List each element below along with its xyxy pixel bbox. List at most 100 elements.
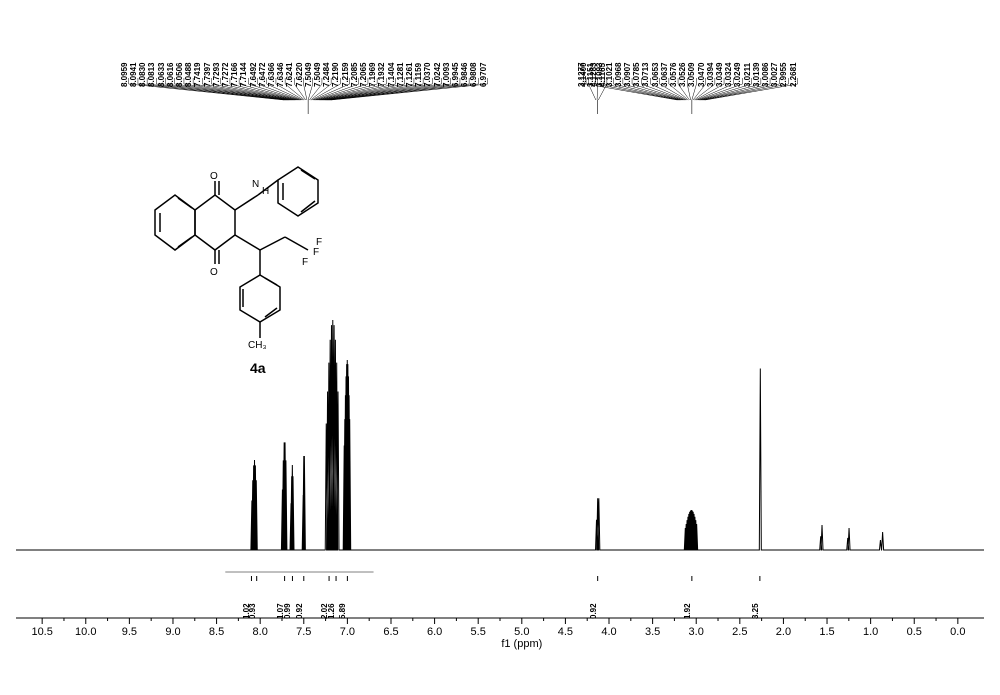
peak-label: 6.9846: [460, 63, 469, 87]
x-tick-label: 3.5: [645, 626, 660, 638]
svg-text:H: H: [262, 186, 269, 197]
peak-label: 3.0576: [669, 63, 678, 87]
peak-label: 7.6366: [267, 63, 276, 87]
peak-label: 8.0633: [157, 63, 166, 87]
x-tick-label: 10.5: [31, 626, 52, 638]
peak-label: 7.2085: [350, 63, 359, 87]
peak-label: 8.0813: [147, 63, 156, 87]
peak-label: 3.0637: [660, 63, 669, 87]
peak-label: 7.1932: [377, 63, 386, 87]
x-tick-label: 4.5: [558, 626, 573, 638]
x-tick-label: 5.0: [514, 626, 529, 638]
peak-label: 6.9808: [469, 63, 478, 87]
peak-label: 7.2190: [331, 63, 340, 87]
peak-label: 7.7144: [239, 63, 248, 87]
peak-label: 2.2681: [789, 63, 798, 87]
peak-label: 3.0526: [678, 63, 687, 87]
peak-label: 7.7419: [193, 63, 202, 87]
peak-label: 6.9945: [451, 63, 460, 87]
x-tick-label: 7.5: [296, 626, 311, 638]
x-tick-label: 5.5: [471, 626, 486, 638]
peak-label: 7.6346: [276, 63, 285, 87]
integral-label: 3.25: [751, 603, 760, 619]
peak-label: 3.0211: [743, 63, 752, 87]
peak-label: 7.0370: [423, 63, 432, 87]
peak-label: 8.0959: [120, 63, 129, 87]
x-tick-label: 9.0: [165, 626, 180, 638]
peak-label: 3.0713: [641, 63, 650, 87]
peak-label: 6.9707: [479, 63, 488, 87]
peak-label: 3.1151: [586, 63, 595, 87]
integral-label: 0.99: [283, 603, 292, 619]
x-tick-label: 0.0: [950, 626, 965, 638]
peak-label: 8.0830: [138, 63, 147, 87]
peak-label: 3.0394: [706, 63, 715, 87]
x-tick-label: 10.0: [75, 626, 96, 638]
peak-label: 7.2484: [322, 63, 331, 87]
peak-label: 7.0093: [442, 63, 451, 87]
peak-label: 3.0470: [697, 63, 706, 87]
peak-label: 8.0488: [184, 63, 193, 87]
integral-label: 1.92: [683, 603, 692, 619]
x-tick-label: 1.0: [863, 626, 878, 638]
peak-label: 3.1093: [595, 63, 604, 87]
peak-label: 3.1277: [577, 63, 586, 87]
peak-label: 2.9955: [779, 63, 788, 87]
x-tick-label: 9.5: [122, 626, 137, 638]
integral-label: 0.92: [589, 603, 598, 619]
svg-text:CH₃: CH₃: [248, 340, 267, 351]
peak-label: 8.0616: [166, 63, 175, 87]
peak-label: 7.7166: [230, 63, 239, 87]
x-tick-label: 6.5: [383, 626, 398, 638]
peak-label: 7.1159: [414, 63, 423, 87]
x-tick-label: 1.5: [819, 626, 834, 638]
x-tick-label: 7.0: [340, 626, 355, 638]
peak-label: 7.7272: [221, 63, 230, 87]
peak-label: 7.1404: [387, 63, 396, 87]
integral-label: 5.89: [338, 603, 347, 619]
peak-label: 3.0785: [632, 63, 641, 87]
svg-text:F: F: [316, 237, 322, 248]
x-tick-label: 3.0: [689, 626, 704, 638]
peak-label: 3.0324: [724, 63, 733, 87]
peak-label: 3.0968: [614, 63, 623, 87]
peak-label: 7.2065: [359, 63, 368, 87]
peak-label: 7.5049: [304, 63, 313, 87]
svg-text:F: F: [313, 247, 319, 258]
nmr-spectrum-figure: O O N H F F F CH₃ 4a f1 (ppm) 10.5 10.0 9.…: [0, 0, 1000, 695]
integral-label: 0.92: [295, 603, 304, 619]
peak-label: 7.1281: [396, 63, 405, 87]
x-tick-label: 8.5: [209, 626, 224, 638]
chemical-structure: O O N H F F F CH₃: [120, 95, 380, 360]
x-axis-label: f1 (ppm): [501, 638, 542, 650]
peak-label: 3.0653: [651, 63, 660, 87]
peak-label: 8.0506: [175, 63, 184, 87]
peak-label: 7.5049: [313, 63, 322, 87]
peak-label: 3.0349: [715, 63, 724, 87]
peak-label: 3.0249: [733, 63, 742, 87]
svg-text:F: F: [302, 257, 308, 268]
peak-label: 3.0907: [623, 63, 632, 87]
peak-label: 7.1261: [405, 63, 414, 87]
peak-label: 3.0027: [770, 63, 779, 87]
peak-label: 3.0139: [752, 63, 761, 87]
peak-label: 3.0509: [687, 63, 696, 87]
peak-label: 7.6472: [258, 63, 267, 87]
compound-label: 4a: [250, 360, 266, 376]
x-tick-label: 6.0: [427, 626, 442, 638]
svg-text:O: O: [210, 171, 218, 182]
peak-label: 7.6220: [295, 63, 304, 87]
peak-label: 7.0242: [433, 63, 442, 87]
x-tick-label: 4.0: [601, 626, 616, 638]
integral-label: 1.26: [327, 603, 336, 619]
x-tick-label: 8.0: [253, 626, 268, 638]
peak-label: 7.6492: [249, 63, 258, 87]
peak-label: 7.7397: [203, 63, 212, 87]
peak-label: 3.0086: [761, 63, 770, 87]
x-tick-label: 0.5: [907, 626, 922, 638]
svg-text:N: N: [252, 179, 259, 190]
peak-label: 7.7293: [212, 63, 221, 87]
peak-label: 7.2159: [341, 63, 350, 87]
peak-label: 7.6241: [285, 63, 294, 87]
peak-label: 8.0941: [129, 63, 138, 87]
